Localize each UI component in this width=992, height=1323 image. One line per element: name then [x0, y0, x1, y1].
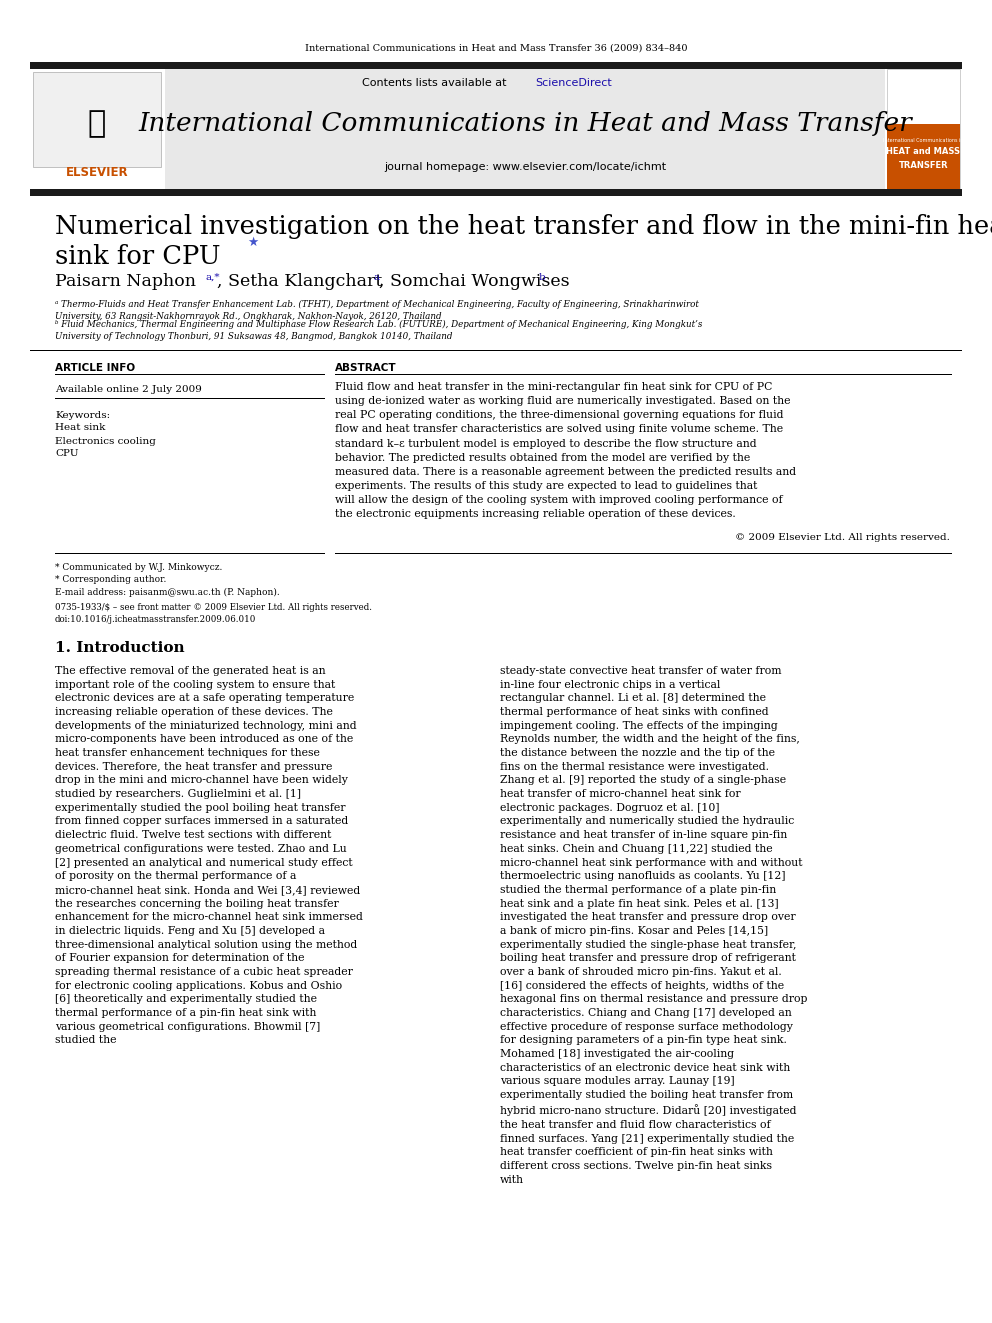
Text: ScienceDirect: ScienceDirect	[535, 78, 612, 89]
Text: , Setha Klangchart: , Setha Klangchart	[217, 274, 382, 291]
Text: Keywords:: Keywords:	[55, 410, 110, 419]
Text: Contents lists available at: Contents lists available at	[362, 78, 510, 89]
Text: International Communications in Heat and Mass Transfer: International Communications in Heat and…	[138, 111, 912, 136]
Text: 🌲: 🌲	[88, 110, 106, 139]
Text: International Communications in: International Communications in	[883, 139, 964, 143]
Text: steady-state convective heat transfer of water from
in-line four electronic chip: steady-state convective heat transfer of…	[500, 665, 807, 1185]
Bar	[887, 124, 960, 189]
Bar	[887, 69, 960, 189]
Text: Heat sink: Heat sink	[55, 423, 105, 433]
Text: b: b	[539, 273, 546, 282]
Text: ELSEVIER: ELSEVIER	[65, 167, 128, 180]
Text: Paisarn Naphon: Paisarn Naphon	[55, 274, 196, 291]
Text: * Communicated by W.J. Minkowycz.: * Communicated by W.J. Minkowycz.	[55, 564, 222, 573]
Text: The effective removal of the generated heat is an
important role of the cooling : The effective removal of the generated h…	[55, 665, 363, 1045]
Text: CPU: CPU	[55, 450, 78, 459]
Bar	[30, 69, 165, 189]
Text: Electronics cooling: Electronics cooling	[55, 437, 156, 446]
Text: International Communications in Heat and Mass Transfer 36 (2009) 834–840: International Communications in Heat and…	[305, 44, 687, 53]
Text: 0735-1933/$ – see front matter © 2009 Elsevier Ltd. All rights reserved.: 0735-1933/$ – see front matter © 2009 El…	[55, 603, 372, 613]
Text: ARTICLE INFO: ARTICLE INFO	[55, 363, 135, 373]
Text: © 2009 Elsevier Ltd. All rights reserved.: © 2009 Elsevier Ltd. All rights reserved…	[735, 533, 950, 542]
Text: 1. Introduction: 1. Introduction	[55, 642, 185, 655]
Text: journal homepage: www.elsevier.com/locate/ichmt: journal homepage: www.elsevier.com/locat…	[384, 161, 666, 172]
Text: ᵃ Thermo-Fluids and Heat Transfer Enhancement Lab. (TFHT), Department of Mechani: ᵃ Thermo-Fluids and Heat Transfer Enhanc…	[55, 300, 699, 321]
Text: sink for CPU: sink for CPU	[55, 243, 220, 269]
Text: ᵇ Fluid Mechanics, Thermal Engineering and Multiphase Flow Research Lab. (FUTURE: ᵇ Fluid Mechanics, Thermal Engineering a…	[55, 320, 702, 341]
Bar	[30, 189, 962, 196]
Text: ★: ★	[247, 235, 258, 249]
Bar	[165, 69, 885, 189]
Text: ABSTRACT: ABSTRACT	[335, 363, 397, 373]
Text: Available online 2 July 2009: Available online 2 July 2009	[55, 385, 202, 394]
Text: Fluid flow and heat transfer in the mini-rectangular fin heat sink for CPU of PC: Fluid flow and heat transfer in the mini…	[335, 382, 797, 520]
Text: , Somchai Wongwises: , Somchai Wongwises	[379, 274, 569, 291]
Bar	[33, 71, 161, 167]
Text: * Corresponding author.: * Corresponding author.	[55, 576, 167, 585]
Text: TRANSFER: TRANSFER	[899, 160, 948, 169]
Text: doi:10.1016/j.icheatmasstransfer.2009.06.010: doi:10.1016/j.icheatmasstransfer.2009.06…	[55, 615, 256, 624]
Text: E-mail address: paisanm@swu.ac.th (P. Naphon).: E-mail address: paisanm@swu.ac.th (P. Na…	[55, 587, 280, 597]
Bar	[30, 62, 962, 69]
Text: HEAT and MASS: HEAT and MASS	[887, 147, 960, 156]
Text: a: a	[373, 273, 379, 282]
Text: a,*: a,*	[205, 273, 219, 282]
Text: Numerical investigation on the heat transfer and flow in the mini-fin heat: Numerical investigation on the heat tran…	[55, 214, 992, 239]
